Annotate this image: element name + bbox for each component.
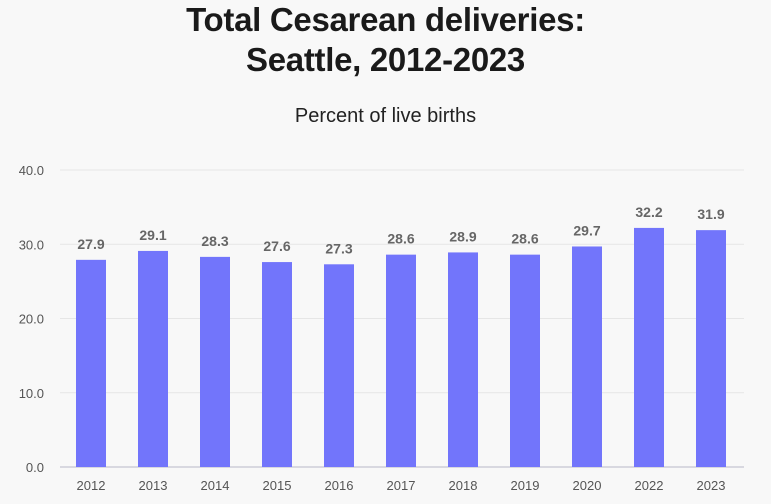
x-tick-label: 2023 [697,478,726,493]
data-label: 28.9 [449,228,476,244]
x-tick-label: 2016 [325,478,354,493]
x-tick-label: 2012 [77,478,106,493]
x-tick-label: 2015 [263,478,292,493]
y-tick-label: 40.0 [19,163,44,178]
data-label: 27.9 [77,236,104,252]
data-label: 31.9 [697,206,724,222]
y-tick-label: 0.0 [26,460,44,475]
y-tick-label: 30.0 [19,237,44,252]
bar [696,230,726,467]
data-label: 27.6 [263,238,290,254]
bar [324,264,354,467]
bar [138,250,168,467]
x-tick-label: 2020 [573,478,602,493]
x-tick-label: 2013 [139,478,168,493]
data-label: 28.6 [387,231,414,247]
bar [634,227,664,467]
bar [510,254,540,467]
x-tick-label: 2019 [511,478,540,493]
x-tick-label: 2018 [449,478,478,493]
x-tick-label: 2014 [201,478,230,493]
chart-title-line-1: Total Cesarean deliveries: [186,1,585,38]
bar [262,262,292,467]
y-tick-label: 10.0 [19,386,44,401]
data-label: 27.3 [325,240,352,256]
data-label: 32.2 [635,204,662,220]
data-label: 29.1 [139,227,166,243]
bar [200,256,230,467]
bar [76,259,106,467]
bar [448,252,478,467]
chart-title-line-2: Seattle, 2012-2023 [246,41,525,78]
x-tick-label: 2022 [635,478,664,493]
data-label: 28.6 [511,231,538,247]
data-label: 29.7 [573,222,600,238]
bar [572,246,602,467]
data-label: 28.3 [201,233,228,249]
x-tick-label: 2017 [387,478,416,493]
chart-subtitle: Percent of live births [294,105,477,127]
chart-title: Total Cesarean deliveries: Seattle, 2012… [0,0,771,80]
bar [386,254,416,467]
y-tick-label: 20.0 [19,312,44,327]
